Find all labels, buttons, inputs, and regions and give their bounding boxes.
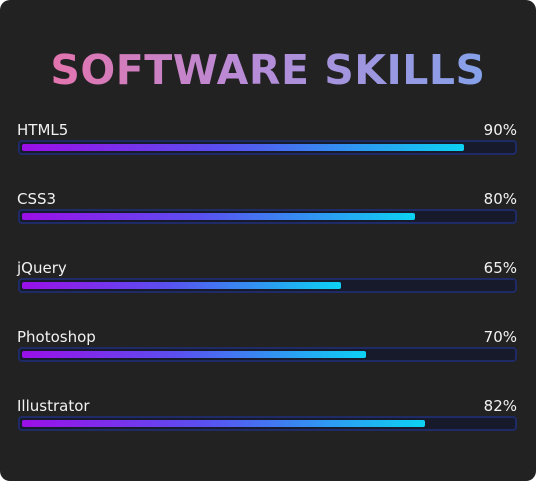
skill-name: HTML5: [17, 121, 69, 139]
progress-fill: [22, 213, 415, 220]
progress-track: [18, 209, 517, 224]
progress-fill: [22, 351, 366, 358]
progress-track: [18, 347, 517, 362]
skill-row-photoshop: Photoshop 70%: [17, 327, 517, 377]
progress-track: [18, 140, 517, 155]
skill-row-html5: HTML5 90%: [17, 120, 517, 170]
progress-fill: [22, 282, 341, 289]
skill-name: Photoshop: [17, 328, 96, 346]
skill-percent: 82%: [483, 397, 517, 415]
progress-fill: [22, 420, 425, 427]
skill-percent: 80%: [483, 190, 517, 208]
progress-track: [18, 416, 517, 431]
skill-name: jQuery: [17, 259, 67, 277]
skill-row-jquery: jQuery 65%: [17, 258, 517, 308]
skill-name: Illustrator: [17, 397, 90, 415]
skill-name: CSS3: [17, 190, 57, 208]
skill-row-css3: CSS3 80%: [17, 189, 517, 239]
progress-fill: [22, 144, 464, 151]
skill-percent: 70%: [483, 328, 517, 346]
skill-percent: 65%: [483, 259, 517, 277]
skill-row-illustrator: Illustrator 82%: [17, 396, 517, 446]
progress-track: [18, 278, 517, 293]
page-title: SOFTWARE SKILLS: [0, 44, 536, 96]
skill-percent: 90%: [483, 121, 517, 139]
